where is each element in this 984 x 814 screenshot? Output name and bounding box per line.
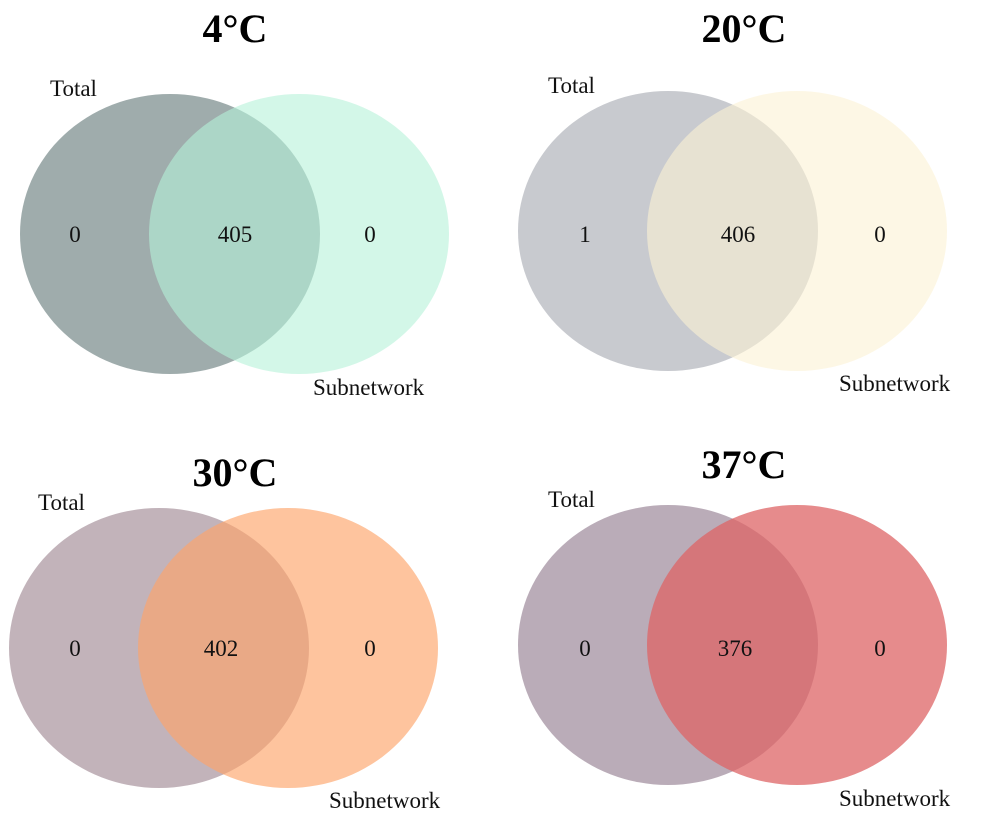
count-subnetwork-only: 0 [874,636,886,661]
venn-panel-30c: 30°C Total Subnetwork 0 402 0 [9,450,441,813]
count-total-only: 1 [579,222,591,247]
count-total-only: 0 [579,636,591,661]
panel-title: 20°C [702,6,787,51]
set-label-total: Total [548,73,595,98]
venn-panel-20c: 20°C Total Subnetwork 1 406 0 [518,6,951,396]
count-subnetwork-only: 0 [364,636,376,661]
set-label-total: Total [548,487,595,512]
count-intersection: 402 [204,636,239,661]
set-label-subnetwork: Subnetwork [839,786,951,811]
venn-circle-subnetwork [138,508,438,788]
venn-circle-subnetwork [647,505,947,785]
count-total-only: 0 [69,222,81,247]
set-label-total: Total [38,490,85,515]
count-subnetwork-only: 0 [874,222,886,247]
set-label-subnetwork: Subnetwork [313,375,425,400]
venn-circle-subnetwork [647,91,947,371]
panel-title: 4°C [203,6,268,51]
panel-title: 30°C [193,450,278,495]
venn-panel-37c: 37°C Total Subnetwork 0 376 0 [518,442,951,811]
venn-panel-4c: 4°C Total Subnetwork 0 405 0 [20,6,449,400]
set-label-total: Total [50,76,97,101]
venn-circle-subnetwork [149,94,449,374]
set-label-subnetwork: Subnetwork [329,788,441,813]
set-label-subnetwork: Subnetwork [839,371,951,396]
count-intersection: 406 [721,222,756,247]
count-subnetwork-only: 0 [364,222,376,247]
count-intersection: 376 [718,636,753,661]
count-total-only: 0 [69,636,81,661]
count-intersection: 405 [218,222,253,247]
panel-title: 37°C [702,442,787,487]
